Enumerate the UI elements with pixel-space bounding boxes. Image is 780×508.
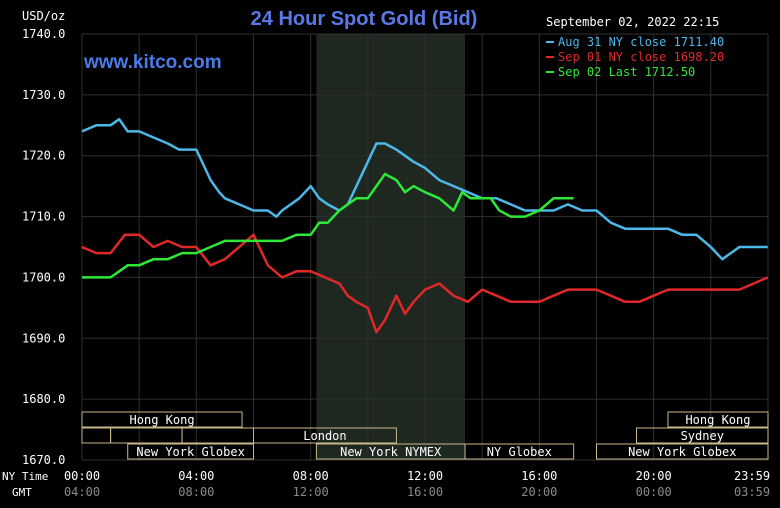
y-tick-label: 1730.0	[22, 88, 65, 102]
session-box	[667, 411, 769, 428]
session-label: New York Globex	[136, 445, 244, 459]
session-label: Hong Kong	[130, 413, 195, 427]
nymex-session-shade	[316, 34, 466, 460]
y-tick-label: 1710.0	[22, 210, 65, 224]
market-sessions: Hong Kong Hong Kong London Sydney New York G…	[81, 411, 769, 460]
ny-time-tick: 20:00	[636, 469, 672, 483]
ny-time-tick: 00:00	[64, 469, 100, 483]
x-axis: 00:00 04:00 08:00 12:00 16:00 20:00 23:59 04:00…	[64, 469, 770, 499]
y-tick-label: 1690.0	[22, 331, 65, 345]
gmt-tick: 20:00	[521, 485, 557, 499]
gmt-tick: 00:00	[636, 485, 672, 499]
watermark: www.kitco.com	[83, 52, 222, 73]
chart-title: 24 Hour Spot Gold (Bid)	[251, 8, 478, 30]
session-box	[636, 427, 769, 444]
session-label: Hong Kong	[685, 413, 750, 427]
legend-entry: Sep 02 Last 1712.50	[558, 65, 695, 79]
datetime-stamp: September 02, 2022 22:15	[546, 15, 719, 29]
session-box	[81, 411, 243, 428]
session-box	[127, 443, 254, 460]
gmt-tick: 08:00	[178, 485, 214, 499]
session-label: London	[303, 429, 346, 443]
price-series	[81, 117, 769, 334]
session-box	[253, 427, 397, 444]
y-tick-label: 1700.0	[22, 270, 65, 284]
ny-time-tick: 16:00	[521, 469, 557, 483]
ny-time-tick: 08:00	[293, 469, 329, 483]
session-label: Sydney	[681, 429, 724, 443]
legend-entry: Aug 31 NY close 1711.40	[558, 35, 724, 49]
gmt-tick: 16:00	[407, 485, 443, 499]
session-box	[596, 443, 769, 460]
gmt-tick: 12:00	[293, 485, 329, 499]
y-tick-label: 1720.0	[22, 149, 65, 163]
ny-time-tick: 23:59	[734, 469, 770, 483]
series-line	[81, 233, 769, 334]
session-label: NY Globex	[487, 445, 552, 459]
y-axis: 1740.0 1730.0 1720.0 1710.0 1700.0 1690.0 1680…	[22, 27, 65, 467]
series-line	[82, 172, 574, 279]
session-label: New York Globex	[628, 445, 736, 459]
unit-label: USD/oz	[22, 9, 65, 23]
ny-time-tick: 04:00	[178, 469, 214, 483]
legend-entry: Sep 01 NY close 1698.20	[558, 50, 724, 64]
y-tick-label: 1740.0	[22, 27, 65, 41]
ny-time-label: NY Time	[2, 470, 48, 483]
series-line	[81, 117, 768, 261]
ny-time-tick: 12:00	[407, 469, 443, 483]
gmt-tick: 03:59	[734, 485, 770, 499]
y-tick-label: 1680.0	[22, 392, 65, 406]
y-tick-label: 1670.0	[22, 453, 65, 467]
gmt-tick: 04:00	[64, 485, 100, 499]
session-box	[464, 443, 575, 460]
gmt-label: GMT	[12, 486, 32, 499]
session-label: New York NYMEX	[340, 445, 442, 459]
